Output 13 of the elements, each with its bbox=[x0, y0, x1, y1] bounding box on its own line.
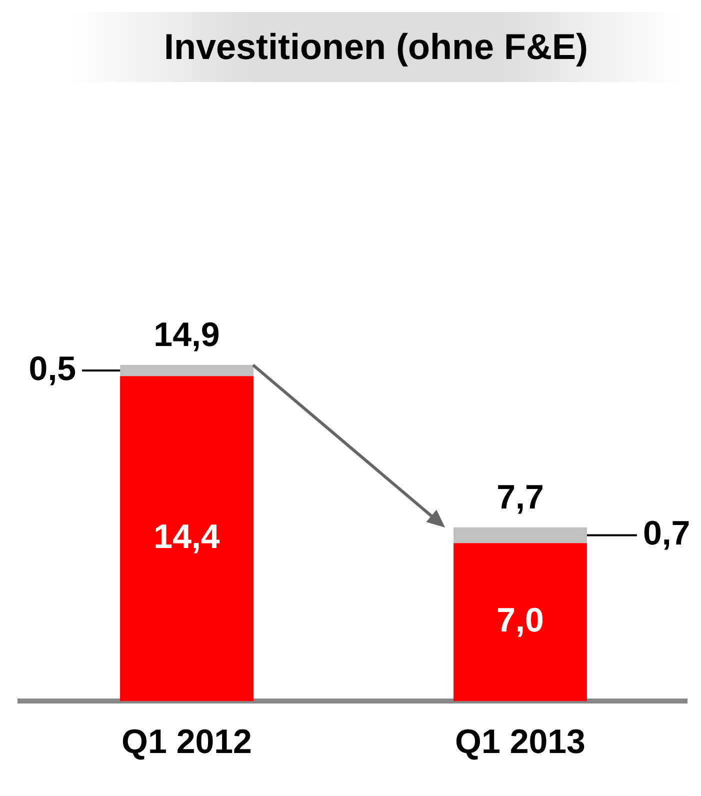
total-label: 14,9 bbox=[154, 316, 220, 354]
data-label: 0,5 bbox=[28, 350, 76, 388]
bar bbox=[454, 527, 587, 544]
chart-title: Investitionen (ohne F&E) bbox=[70, 12, 682, 82]
data-label: 0,7 bbox=[642, 514, 690, 553]
data-label: 14,4 bbox=[154, 518, 220, 556]
bar bbox=[454, 543, 587, 702]
data-label: 7,0 bbox=[496, 602, 544, 640]
bar bbox=[120, 364, 254, 376]
x-tick-label: Q1 2012 bbox=[122, 722, 252, 761]
bar bbox=[120, 376, 254, 702]
total-label: 7,7 bbox=[496, 478, 544, 517]
x-tick-label: Q1 2013 bbox=[455, 722, 586, 761]
